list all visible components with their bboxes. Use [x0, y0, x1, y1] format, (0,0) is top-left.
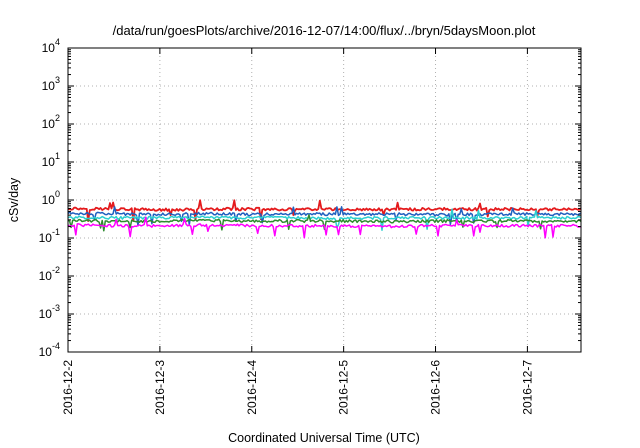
- y-tick-base: 10: [39, 231, 53, 245]
- x-tick-label: 2016-12-2: [61, 360, 75, 415]
- y-tick-exponent: 2: [55, 113, 60, 123]
- y-tick-exponent: 3: [55, 75, 60, 85]
- y-axis-label: cSv/day: [7, 177, 21, 222]
- x-axis: 2016-12-2 2016-12-3 2016-12-4 2016-12-5 2016…: [61, 48, 534, 415]
- y-tick-label: 101: [42, 151, 60, 169]
- y-tick-base: 10: [39, 345, 53, 359]
- y-tick-exponent: 4: [55, 37, 60, 47]
- y-tick-label: 10-3: [39, 303, 60, 321]
- series-group: [67, 199, 582, 239]
- y-tick-exponent: -1: [52, 227, 60, 237]
- x-tick-label: 2016-12-7: [520, 360, 534, 415]
- y-tick-base: 10: [42, 155, 56, 169]
- y-tick-label: 10-2: [39, 265, 60, 283]
- series-line: [67, 216, 582, 239]
- y-tick-base: 10: [39, 269, 53, 283]
- y-tick-base: 10: [42, 41, 56, 55]
- x-axis-label: Coordinated Universal Time (UTC): [228, 431, 420, 445]
- y-tick-exponent: -4: [52, 341, 60, 351]
- y-tick-base: 10: [42, 117, 56, 131]
- y-tick-base: 10: [42, 79, 56, 93]
- x-tick-label: 2016-12-4: [245, 360, 259, 415]
- grid: [68, 48, 581, 352]
- y-tick-label: 10-1: [39, 227, 60, 245]
- series-line: [67, 208, 582, 231]
- x-tick-label: 2016-12-3: [153, 360, 167, 415]
- chart-title: /data/run/goesPlots/archive/2016-12-07/1…: [113, 23, 536, 38]
- y-tick-label: 104: [42, 37, 60, 55]
- y-tick-base: 10: [39, 307, 53, 321]
- y-tick-exponent: 0: [55, 189, 60, 199]
- y-tick-base: 10: [42, 193, 56, 207]
- series-line: [67, 199, 582, 223]
- y-tick-label: 102: [42, 113, 60, 131]
- x-tick-label: 2016-12-6: [429, 360, 443, 415]
- x-tick-label: 2016-12-5: [337, 360, 351, 415]
- y-tick-exponent: -2: [52, 265, 60, 275]
- series-line: [67, 206, 582, 227]
- y-tick-exponent: -3: [52, 303, 60, 313]
- y-tick-exponent: 1: [55, 151, 60, 161]
- y-tick-label: 10-4: [39, 341, 60, 359]
- y-tick-label: 100: [42, 189, 60, 207]
- y-tick-label: 103: [42, 75, 60, 93]
